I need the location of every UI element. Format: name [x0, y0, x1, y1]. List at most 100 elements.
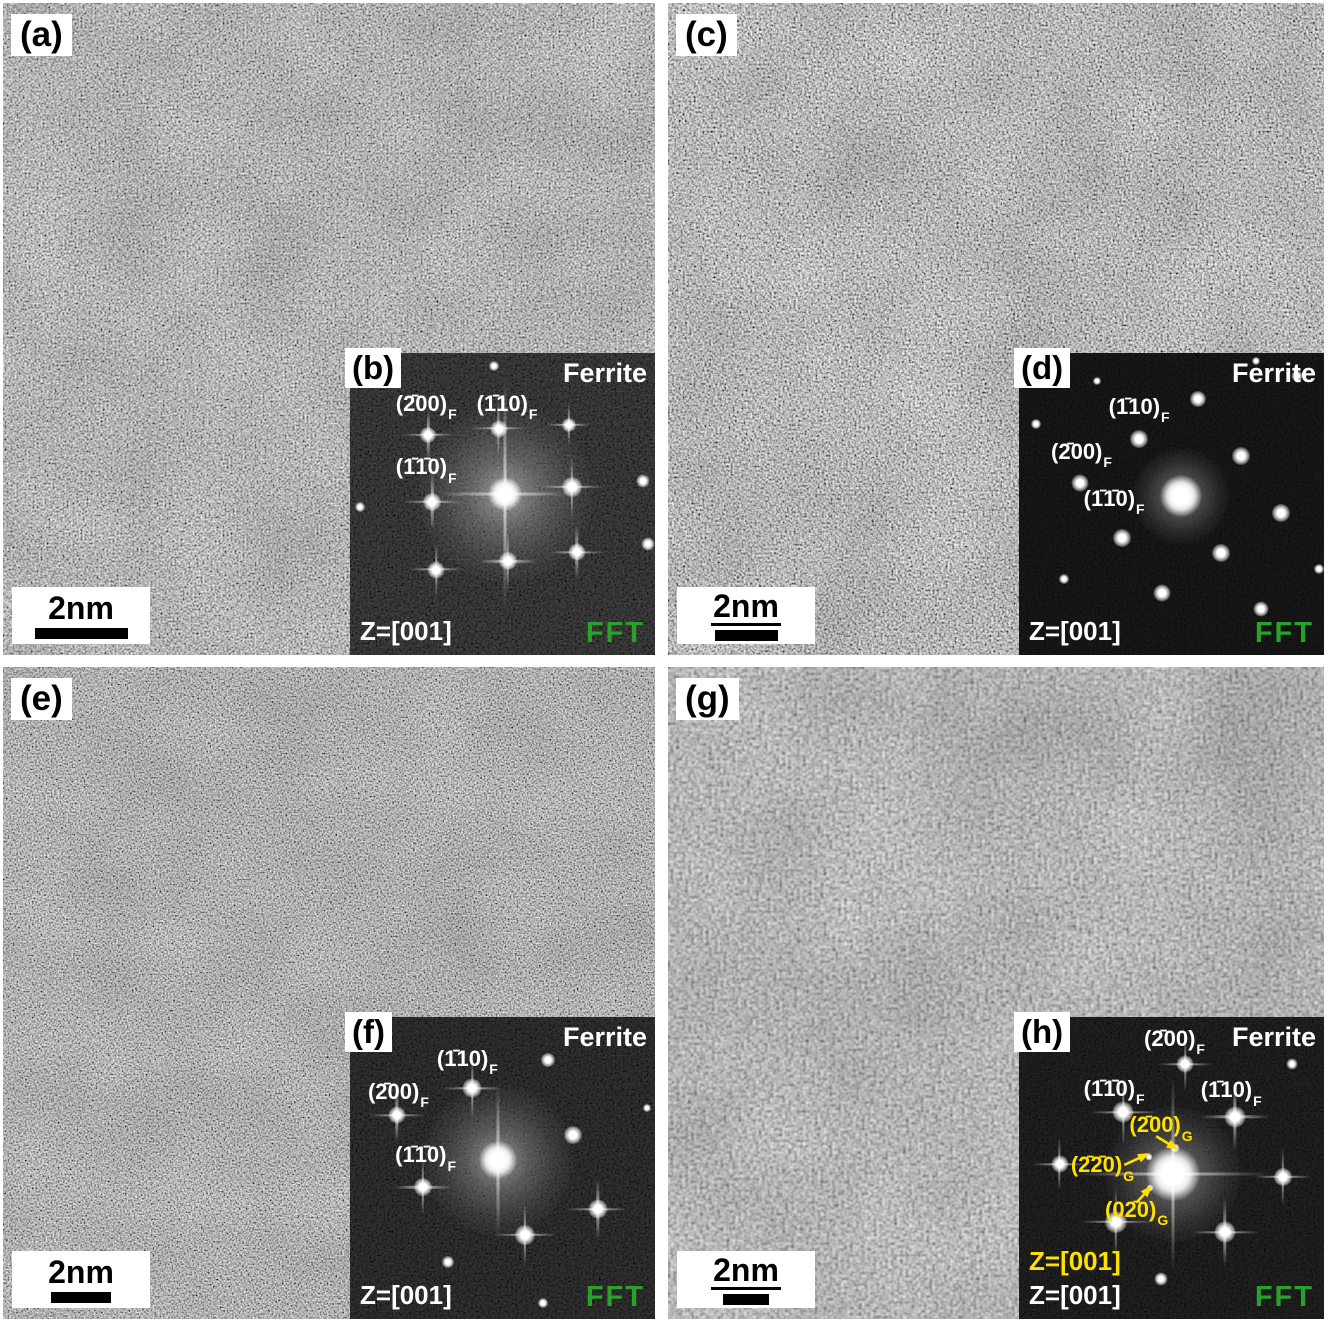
central-beam-spot	[478, 1141, 517, 1180]
fft-inset-d: (1̄10)F (2̄00)F (1̄1̄0)F (d) Ferrite Z=[001] F…	[1014, 348, 1324, 655]
miller-index-text: (1̄10)	[1200, 1077, 1253, 1103]
miller-index-text: (2̄00)	[1051, 439, 1103, 465]
scale-bar-text: 2nm	[711, 1252, 781, 1290]
diffraction-spot	[563, 1125, 582, 1144]
diffraction-spot-flare	[1281, 1148, 1284, 1206]
scale-bar: 2nm	[12, 587, 150, 644]
scale-bar: 2nm	[677, 587, 815, 644]
diffraction-spot	[441, 1057, 503, 1119]
diffraction-spot	[1189, 390, 1206, 407]
miller-index-text: (2̄00)	[1129, 1112, 1181, 1138]
miller-index-label: (2̄00)G	[1129, 1112, 1192, 1143]
miller-index-subscript: G	[1181, 1127, 1193, 1144]
diffraction-spot-flare	[523, 1202, 527, 1267]
diffraction-spot-flare	[470, 1057, 474, 1119]
diffraction-spot	[1253, 601, 1269, 617]
diffraction-spot	[549, 525, 604, 580]
phase-label-ferrite: Ferrite	[1231, 1022, 1316, 1052]
fft-tag: FFT	[585, 617, 645, 649]
scale-bar-text: 2nm	[48, 1254, 114, 1290]
diffraction-spot	[403, 473, 462, 531]
diffraction-spot	[1058, 573, 1069, 584]
miller-index-text: (2̄00)	[367, 1078, 420, 1104]
diffraction-spot-flare	[1114, 1186, 1118, 1258]
diffraction-spot-flare	[431, 473, 434, 531]
diffraction-spot-flare	[506, 532, 509, 591]
miller-index-label: (2̄00)F	[1051, 439, 1112, 471]
phase-label-ferrite: Ferrite	[562, 1022, 647, 1052]
miller-index-text: (02̄0)	[1105, 1196, 1157, 1222]
diffraction-spot-flare	[567, 402, 570, 447]
zone-axis-label: Z=[001]	[360, 616, 452, 646]
micrograph-panel-g: (g) 2nm (2̄00)F (1̄1̄0)F (1̄10)F (2̄00)G (2̄2̄…	[668, 667, 1324, 1319]
miller-index-text: (1̄1̄0)	[395, 1142, 447, 1168]
diffraction-spot	[369, 1087, 425, 1143]
miller-index-label: (1̄10)F	[1108, 393, 1170, 425]
diffraction-spot	[355, 502, 366, 513]
scale-bar-line	[34, 628, 128, 639]
miller-index-subscript: G	[1157, 1212, 1169, 1229]
miller-index-subscript: F	[1136, 1091, 1145, 1108]
micrograph-panel-a: (a) 2nm (2̄00)F (1̄10)F (1̄1̄0)F (b) Ferrite Z=…	[3, 3, 655, 655]
micrograph-panel-c: (c) 2nm (1̄10)F (2̄00)F (1̄1̄0)F (d) Ferrite Z=…	[668, 3, 1324, 655]
fft-tag: FFT	[1254, 617, 1314, 649]
diffraction-spot	[478, 532, 537, 591]
diffraction-spot	[538, 1298, 549, 1309]
miller-index-text: (1̄1̄0)	[1083, 1075, 1136, 1101]
diffraction-spot	[1071, 474, 1089, 492]
scale-bar-text: 2nm	[711, 588, 781, 626]
diffraction-spot	[1154, 1272, 1168, 1286]
diffraction-spot-flare	[497, 401, 500, 456]
diffraction-spot	[1089, 1078, 1157, 1146]
diffraction-spot-flare	[596, 1178, 600, 1240]
central-beam-spot	[487, 477, 522, 512]
miller-index-subscript: F	[1253, 1092, 1262, 1109]
diffraction-spot	[1286, 1058, 1298, 1070]
miller-index-text: (1̄1̄0)	[395, 454, 448, 480]
diffraction-spot	[1092, 377, 1101, 386]
miller-index-subscript: F	[1103, 454, 1112, 471]
diffraction-spot	[643, 1104, 652, 1113]
scale-bar-line	[723, 1294, 769, 1305]
miller-index-label: (1̄10)F	[437, 1046, 498, 1077]
diffraction-spot	[1170, 1143, 1180, 1153]
diffraction-spot-flare	[1233, 1083, 1237, 1151]
diffraction-spot-flare	[1121, 1078, 1125, 1146]
diffraction-spot	[1153, 584, 1171, 602]
scale-bar-text: 2nm	[48, 590, 114, 626]
zone-axis-label: Z=[001]	[1029, 1280, 1121, 1310]
diffraction-spot	[1211, 543, 1230, 562]
miller-index-subscript: F	[528, 406, 538, 423]
diffraction-spot	[641, 537, 655, 551]
miller-index-text: (2̄00)	[1144, 1026, 1196, 1052]
miller-index-text: (1̄10)	[1108, 393, 1161, 419]
miller-index-label: (2̄2̄0)G	[1070, 1152, 1134, 1183]
diffraction-spot	[1032, 1136, 1087, 1192]
diffraction-spot	[1080, 1186, 1152, 1258]
fft-inset-label-f: (f)	[345, 1012, 392, 1052]
miller-index-subscript: F	[447, 1157, 457, 1174]
miller-index-label: (1̄1̄0)F	[1083, 1075, 1145, 1108]
phase-label-ferrite: Ferrite	[562, 358, 647, 388]
miller-index-label: (1̄1̄0)F	[395, 1142, 456, 1173]
fft-inset-f: (1̄10)F (2̄00)F (1̄1̄0)F (f) Ferrite Z=[001] F…	[345, 1012, 655, 1319]
miller-index-label: (02̄0)G	[1105, 1196, 1169, 1229]
panel-label-g: (g)	[676, 678, 739, 720]
diffraction-spot	[1191, 1198, 1259, 1266]
diffraction-spot	[493, 1202, 558, 1267]
miller-index-subscript: F	[1136, 501, 1145, 518]
miller-index-text: (2̄2̄0)	[1070, 1152, 1123, 1178]
miller-index-subscript: G	[1123, 1167, 1135, 1184]
central-beam-spot	[1146, 1147, 1201, 1202]
central-beam-spot	[1159, 475, 1202, 518]
diffraction-spot	[441, 1255, 454, 1268]
panel-label-e: (e)	[11, 678, 72, 720]
miller-index-text: (2̄00)	[395, 390, 448, 416]
diffraction-spot	[1146, 1184, 1154, 1192]
diffraction-spot	[489, 360, 500, 371]
miller-index-subscript: F	[448, 406, 457, 423]
diffraction-spot	[1158, 1036, 1213, 1092]
diffraction-spot	[1253, 1148, 1312, 1206]
diffraction-spot	[546, 402, 592, 447]
